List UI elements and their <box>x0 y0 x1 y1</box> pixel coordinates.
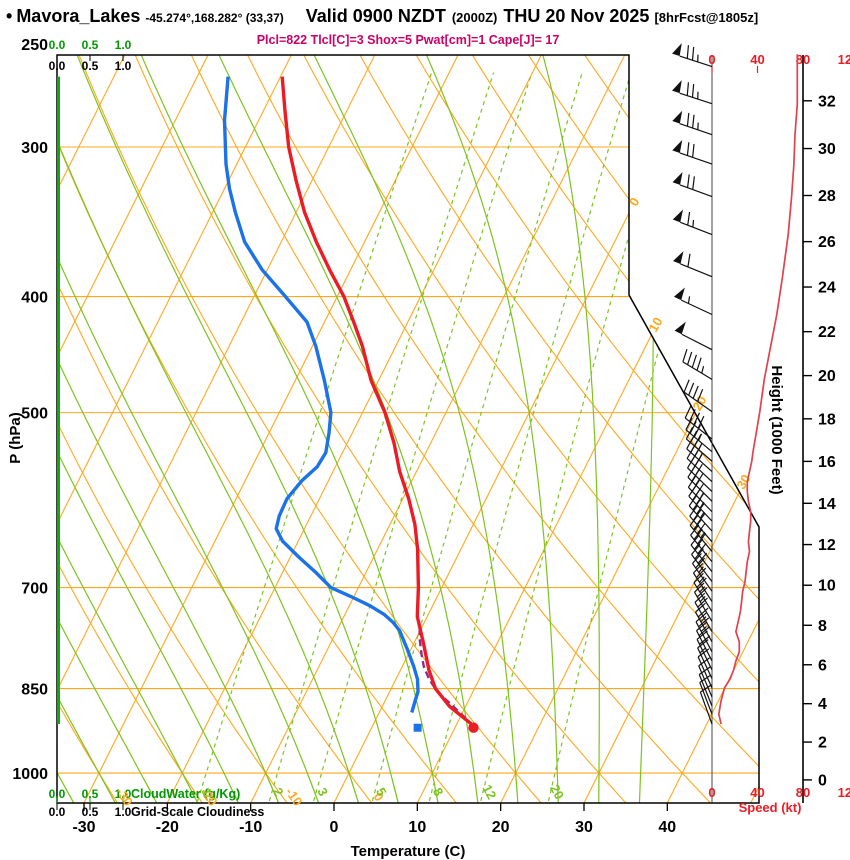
svg-text:20: 20 <box>547 782 567 802</box>
svg-text:1000: 1000 <box>12 766 48 783</box>
svg-text:0.5: 0.5 <box>82 38 99 52</box>
svg-text:18: 18 <box>818 411 836 428</box>
svg-text:8: 8 <box>430 785 447 798</box>
svg-text:0.5: 0.5 <box>82 59 99 73</box>
svg-text:4: 4 <box>818 696 827 713</box>
title-bullet-icon: • <box>6 6 13 26</box>
temperature-axis: -30 -20 -10 0 10 20 30 40 Temperature (C) <box>72 803 676 860</box>
svg-text:8: 8 <box>818 618 827 635</box>
svg-text:0: 0 <box>708 785 715 800</box>
line-labels: 0-10-20-300102030123581220 <box>113 195 754 809</box>
svg-text:10: 10 <box>645 315 665 335</box>
svg-text:20: 20 <box>818 368 836 385</box>
station-name: Mavora_Lakes <box>16 6 141 26</box>
valid-time-z: (2000Z) <box>451 10 498 25</box>
svg-text:CloudWater (g/Kg): CloudWater (g/Kg) <box>131 787 240 801</box>
surface-markers <box>413 722 479 733</box>
svg-text:26: 26 <box>818 234 836 251</box>
cloud-scales: 0.00.00.50.51.01.00.00.00.50.51.01.0Clou… <box>49 38 265 819</box>
svg-text:40: 40 <box>658 819 676 836</box>
svg-text:1.0: 1.0 <box>115 787 132 801</box>
svg-text:300: 300 <box>21 140 48 157</box>
svg-text:120: 120 <box>838 52 850 67</box>
surface-dewpoint-marker <box>413 723 422 732</box>
svg-text:1.0: 1.0 <box>115 805 132 819</box>
svg-text:700: 700 <box>21 581 48 598</box>
svg-text:6: 6 <box>818 657 827 674</box>
svg-text:0.5: 0.5 <box>82 787 99 801</box>
valid-time: Valid 0900 NZDT <box>305 6 446 26</box>
svg-text:30: 30 <box>733 472 753 492</box>
svg-text:Height (1000 Feet): Height (1000 Feet) <box>768 365 785 494</box>
svg-text:30: 30 <box>575 819 593 836</box>
svg-text:250: 250 <box>21 37 48 54</box>
svg-text:0: 0 <box>330 819 339 836</box>
svg-text:40: 40 <box>750 785 764 800</box>
svg-text:-20: -20 <box>156 819 179 836</box>
svg-text:10: 10 <box>818 578 836 595</box>
stability-indices: Plcl=822 Tlcl[C]=3 Shox=5 Pwat[cm]=1 Cap… <box>256 33 560 47</box>
svg-text:0.0: 0.0 <box>49 805 66 819</box>
svg-text:28: 28 <box>818 188 836 205</box>
svg-text:0: 0 <box>708 52 715 67</box>
station-coords: -45.274°,168.282° (33,37) <box>145 11 284 25</box>
temperature-curve <box>280 76 475 728</box>
svg-text:40: 40 <box>750 52 764 67</box>
speed-profile <box>717 54 799 725</box>
svg-text:32: 32 <box>818 93 836 110</box>
dewpoint-curve <box>222 76 420 713</box>
svg-text:500: 500 <box>21 406 48 423</box>
svg-text:-30: -30 <box>72 819 95 836</box>
svg-text:0: 0 <box>818 772 827 789</box>
svg-text:Grid-Scale Cloudiness: Grid-Scale Cloudiness <box>131 805 264 819</box>
svg-text:Temperature (C): Temperature (C) <box>351 843 466 860</box>
svg-text:1.0: 1.0 <box>115 59 132 73</box>
speed-axis: 0040408080120120Speed (kt) <box>708 52 850 815</box>
svg-text:-10: -10 <box>239 819 262 836</box>
surface-temperature-marker <box>468 722 479 733</box>
svg-text:Speed (kt): Speed (kt) <box>739 800 802 815</box>
svg-text:0.0: 0.0 <box>49 59 66 73</box>
svg-text:1.0: 1.0 <box>115 38 132 52</box>
svg-text:12: 12 <box>479 782 499 802</box>
svg-text:16: 16 <box>818 454 836 471</box>
svg-text:20: 20 <box>492 819 510 836</box>
svg-text:80: 80 <box>796 785 810 800</box>
chart-title: • Mavora_Lakes -45.274°,168.282° (33,37)… <box>6 6 850 27</box>
svg-text:120: 120 <box>838 785 850 800</box>
svg-text:3: 3 <box>314 785 331 798</box>
svg-text:0.0: 0.0 <box>49 38 66 52</box>
svg-text:30: 30 <box>818 141 836 158</box>
svg-text:850: 850 <box>21 682 48 699</box>
parcel-path <box>418 628 475 727</box>
svg-text:0.0: 0.0 <box>49 787 66 801</box>
valid-date: THU 20 Nov 2025 <box>503 6 650 26</box>
svg-text:80: 80 <box>796 52 810 67</box>
wind-barbs <box>672 43 713 725</box>
svg-text:2: 2 <box>818 735 827 752</box>
pressure-axis: 250 300 400 500 700 850 1000 P (hPa) <box>7 37 48 783</box>
svg-text:10: 10 <box>408 819 426 836</box>
svg-text:0.5: 0.5 <box>82 805 99 819</box>
svg-text:400: 400 <box>21 290 48 307</box>
svg-text:12: 12 <box>818 537 836 554</box>
forecast-tag: [8hrFcst@1805z] <box>654 10 759 25</box>
svg-text:14: 14 <box>818 496 836 513</box>
svg-text:24: 24 <box>818 280 836 297</box>
svg-text:P (hPa): P (hPa) <box>7 412 24 463</box>
svg-text:22: 22 <box>818 324 836 341</box>
